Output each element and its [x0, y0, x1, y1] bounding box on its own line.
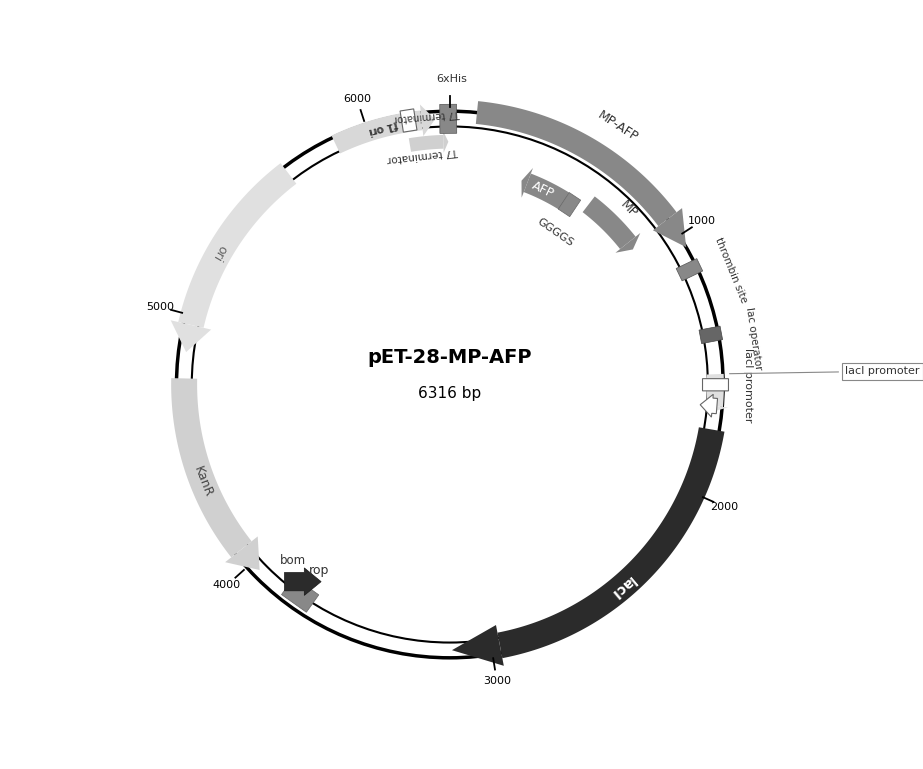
Polygon shape — [443, 131, 449, 153]
Polygon shape — [171, 320, 211, 352]
Text: 3000: 3000 — [483, 676, 510, 686]
Bar — [702, 378, 728, 391]
Polygon shape — [178, 163, 296, 328]
Text: 6316 bp: 6316 bp — [418, 386, 482, 401]
Text: 6xHis: 6xHis — [437, 75, 467, 85]
Text: 1000: 1000 — [688, 216, 715, 226]
Text: pET-28-MP-AFP: pET-28-MP-AFP — [367, 348, 532, 368]
Polygon shape — [420, 105, 435, 136]
Polygon shape — [225, 537, 259, 570]
Text: lacI promoter: lacI promoter — [729, 366, 919, 376]
Text: MP: MP — [617, 198, 640, 221]
Text: f1 ori: f1 ori — [368, 118, 399, 135]
Bar — [282, 578, 318, 612]
Polygon shape — [701, 405, 728, 411]
Bar — [400, 109, 417, 132]
Bar — [699, 326, 723, 344]
Polygon shape — [331, 111, 423, 154]
Polygon shape — [521, 168, 533, 198]
Polygon shape — [409, 135, 444, 151]
Polygon shape — [452, 625, 504, 666]
Text: rop: rop — [308, 564, 329, 577]
Text: KanR: KanR — [191, 464, 214, 499]
Bar — [677, 258, 702, 281]
Text: lacI: lacI — [606, 573, 637, 601]
Text: GGGGS: GGGGS — [535, 216, 576, 248]
Text: f1 ori: f1 ori — [367, 119, 398, 136]
Text: MP-AFP: MP-AFP — [595, 108, 641, 144]
Polygon shape — [653, 208, 686, 247]
Text: ori: ori — [210, 242, 229, 263]
Bar — [558, 192, 581, 217]
Text: 6000: 6000 — [343, 94, 371, 104]
Polygon shape — [616, 233, 641, 253]
Text: lacI promoter: lacI promoter — [742, 348, 752, 422]
FancyArrow shape — [701, 394, 717, 417]
Text: T7 terminator: T7 terminator — [393, 108, 461, 124]
Text: 5000: 5000 — [146, 302, 174, 312]
Polygon shape — [523, 174, 569, 209]
Text: 2000: 2000 — [710, 501, 738, 511]
Polygon shape — [476, 102, 677, 226]
FancyArrow shape — [284, 568, 321, 595]
Polygon shape — [706, 374, 724, 407]
Text: bom: bom — [280, 554, 306, 567]
Text: AFP: AFP — [530, 179, 557, 201]
Polygon shape — [171, 378, 252, 558]
Text: T7 terminator: T7 terminator — [387, 145, 460, 164]
Text: 4000: 4000 — [213, 581, 241, 591]
Text: lac operator: lac operator — [745, 307, 763, 371]
Text: thrombin site: thrombin site — [713, 235, 749, 304]
Polygon shape — [497, 428, 725, 658]
Bar — [439, 105, 457, 133]
Polygon shape — [582, 196, 636, 249]
